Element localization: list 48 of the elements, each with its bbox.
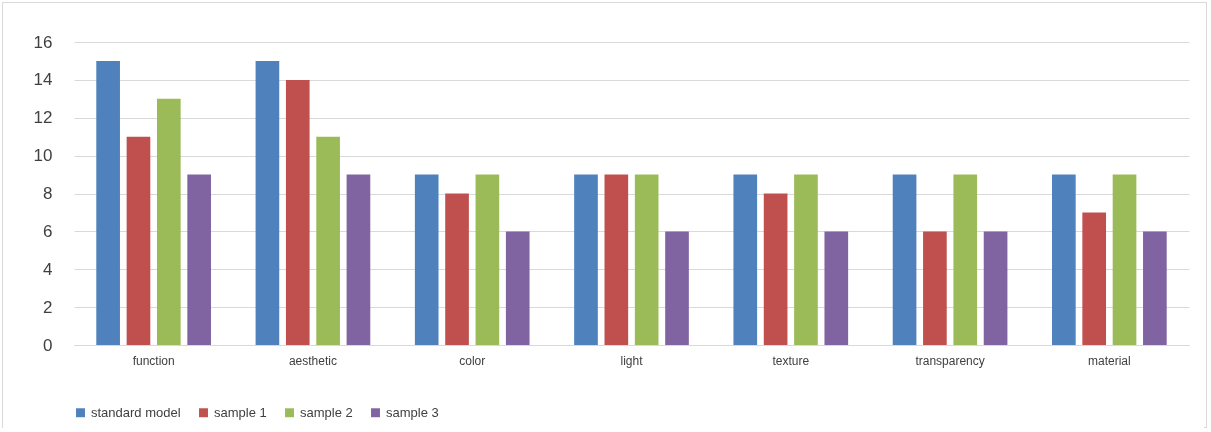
x-tick-label: aesthetic	[288, 353, 337, 368]
x-tick-label: light	[620, 353, 644, 368]
y-tick-label: 14	[33, 70, 53, 90]
y-tick-label: 8	[43, 184, 53, 203]
bar	[763, 193, 788, 345]
bar	[414, 174, 439, 345]
bar	[1082, 212, 1107, 345]
bar	[953, 174, 978, 345]
y-tick-label: 16	[33, 32, 53, 52]
bar	[733, 174, 758, 345]
x-tick-label: material	[1088, 353, 1131, 368]
y-tick-label: 12	[33, 108, 53, 128]
legend-label: sample 1	[214, 404, 267, 420]
x-tick-label: color	[459, 353, 486, 368]
x-tick-label: texture	[772, 353, 810, 368]
bar	[316, 136, 340, 345]
bar	[156, 98, 181, 345]
bar	[346, 174, 371, 345]
bar	[1052, 174, 1076, 345]
legend-label: sample 3	[386, 404, 439, 420]
bar	[604, 174, 629, 345]
y-tick-label: 2	[43, 297, 53, 317]
bar	[923, 231, 947, 345]
y-tick-label: 10	[33, 146, 53, 166]
bar	[665, 231, 689, 345]
bar	[824, 231, 849, 345]
bar	[255, 60, 280, 345]
bar	[892, 174, 917, 345]
bar	[634, 174, 659, 345]
bar	[475, 174, 500, 345]
legend-label: standard model	[91, 404, 181, 420]
bar	[574, 174, 598, 345]
y-tick-label: 6	[43, 221, 53, 241]
bar	[505, 231, 530, 345]
legend-label: sample 2	[300, 404, 353, 420]
bar	[1143, 231, 1167, 345]
bar	[187, 174, 211, 345]
bar	[794, 174, 818, 345]
bar	[96, 60, 120, 345]
x-tick-label: transparency	[915, 353, 985, 368]
bar	[445, 193, 469, 345]
y-tick-label: 4	[43, 259, 53, 279]
bar	[126, 136, 151, 345]
bar	[285, 79, 310, 345]
bar	[983, 231, 1008, 345]
x-tick-label: function	[132, 353, 175, 368]
bar	[1112, 174, 1137, 345]
y-tick-label: 0	[43, 335, 53, 355]
